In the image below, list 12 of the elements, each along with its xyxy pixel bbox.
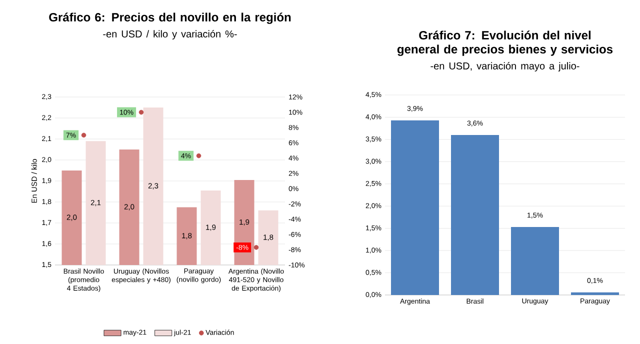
point bbox=[81, 132, 86, 138]
bar bbox=[510, 226, 559, 295]
chart-title: Gráfico 7: Evolución del nivel general de precios bienes y servicios bbox=[397, 30, 613, 56]
point bbox=[254, 245, 259, 250]
chart-subtitle: -en USD, variación mayo a julio- bbox=[430, 62, 580, 72]
bar bbox=[570, 292, 619, 295]
point bbox=[138, 110, 144, 115]
chart-subtitle: -en USD / kilo y variación %- bbox=[103, 30, 237, 40]
bar bbox=[391, 120, 440, 295]
point bbox=[196, 153, 202, 158]
bar bbox=[451, 134, 499, 295]
chart-title: Gráfico 6: Precios del novillo en la región bbox=[49, 12, 291, 24]
